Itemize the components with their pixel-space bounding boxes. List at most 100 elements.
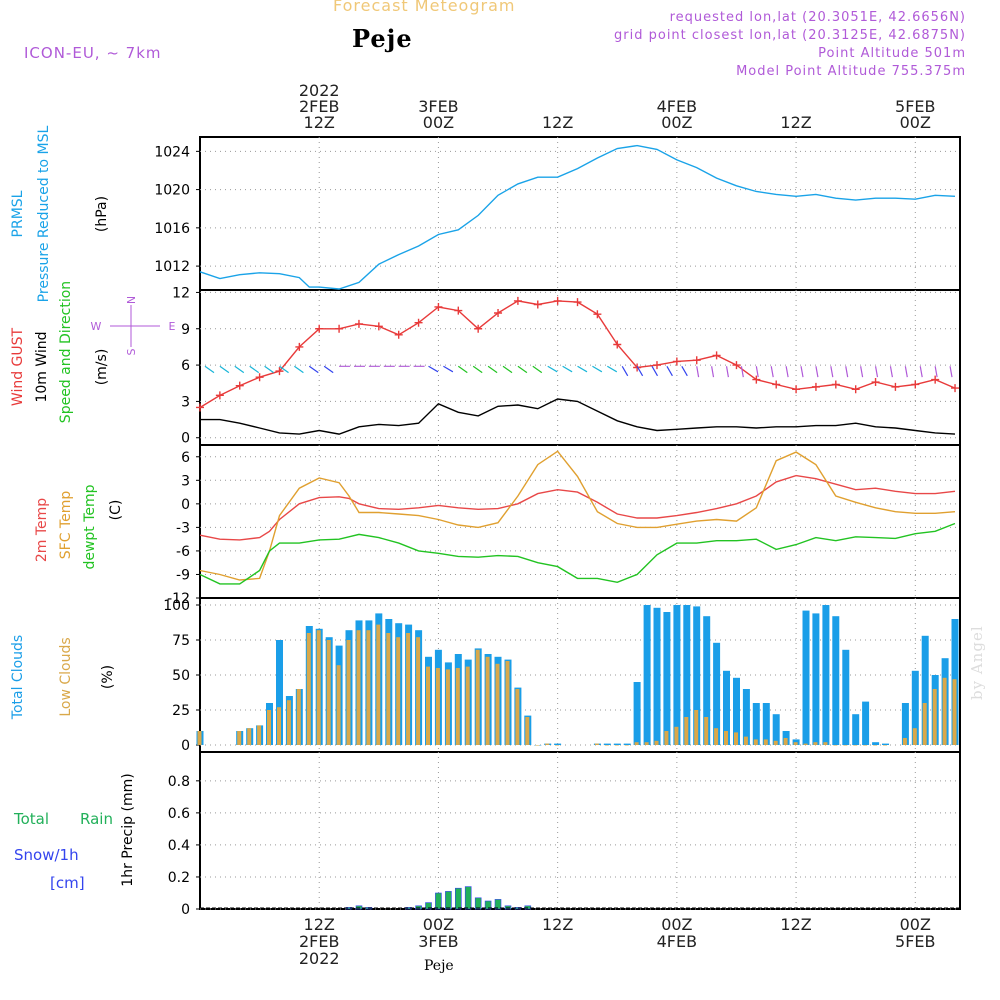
wind-gust-point [891,382,900,391]
low-cloud-bar [942,677,947,745]
low-cloud-bar [674,726,679,745]
total-cloud-bar [703,616,711,745]
total-cloud-bar [683,605,691,745]
total-cloud-bar [663,612,671,745]
temp-ytick-label: 0 [181,497,190,513]
model-name: ICON-EU, ~ 7km [24,44,162,62]
total-cloud-bar [832,616,840,745]
total-cloud-bar [842,649,850,745]
temp-ytick-label: -9 [176,567,190,583]
wind-gust-point [513,296,522,305]
wind-direction-arrow [264,365,274,374]
wind-direction-arrow [874,366,879,378]
precip-bar [454,887,462,910]
low-cloud-bar [336,665,341,745]
wind-direction-arrow [770,366,774,378]
wind-gust-point [851,385,860,394]
precip-rain-label: Rain [80,810,113,828]
total-cloud-bar [603,743,611,745]
total-cloud-bar [733,677,740,745]
pressure-ytick-label: 1016 [154,221,190,237]
wind-direction-arrow [949,366,953,378]
low-cloud-bar [247,728,252,745]
low-cloud-bar [714,728,719,745]
wind-gust-point [871,378,880,387]
low-cloud-bar [267,710,271,745]
wind-gust-point [732,361,741,370]
precip-bar [415,905,422,910]
model-altitude: Model Point Altitude 755.375m [736,64,966,79]
wind-ytick-label: 3 [181,394,190,410]
total-cloud-bar [653,607,661,745]
low-cloud-bar [684,717,689,745]
low-cloud-bar [356,630,361,745]
low-cloud-bar [753,739,758,745]
low-cloud-bar [763,739,768,745]
low-cloud-bar [833,745,838,746]
total-cloud-bar [852,714,860,745]
low-cloud-bar [445,669,450,745]
wind-direction-arrow [487,365,498,374]
wind-direction-arrow [636,365,644,377]
requested-location: requested lon,lat (20.3051E, 42.6656N) [669,10,966,25]
low-cloud-bar [853,745,858,746]
compass-east: E [169,320,176,333]
wind-direction-arrow [249,365,260,374]
wind-direction-arrow [800,366,804,378]
total-cloud-bar [872,742,880,745]
low-cloud-bar [386,633,391,745]
bottom-time-label: 5FEB [895,932,935,951]
bottom-time-label: 12Z [304,915,335,934]
precip-bar [484,900,492,910]
station-name: Peje [352,24,413,53]
low-cloud-bar [644,742,649,745]
clouds-unit-label: (%) [100,665,116,689]
wind-gust-point [454,306,463,315]
low-cloud-bar [515,689,520,745]
precip-bar [425,902,432,910]
total-cloud-bar [713,642,721,745]
low-cloud-bar [952,679,957,745]
low-cloud-bar [594,743,599,745]
bottom-time-label: 12Z [542,915,573,934]
wind-direction-arrow [934,366,938,378]
total-cloud-bar [276,640,283,745]
total-cloud-bar [673,605,681,745]
wind-gust-label: Wind GUST [10,327,26,406]
clouds-ytick-label: 100 [163,598,190,614]
low-cloud-bar [922,703,927,745]
bottom-time-label: 00Z [900,915,931,934]
wind-gust-point [255,373,264,382]
top-time-label: 3FEB [418,97,458,116]
precip-bar [355,905,363,910]
precip-snow-label: Snow/1h [14,846,79,864]
pressure-ytick-label: 1024 [154,144,190,160]
wind-direction-arrow [502,365,513,374]
total-cloud-bar [762,703,770,745]
temp-ytick-label: -6 [176,544,190,560]
point-altitude: Point Altitude 501m [818,46,966,61]
pressure-label: PRMSL [10,190,26,237]
low-cloud-bar [912,728,917,745]
precip-total-label: Total [13,810,49,828]
low-cloud-bar [724,731,728,745]
low-cloud-bar [306,633,311,745]
wind-ytick-label: 9 [181,322,190,338]
top-time-label: 4FEB [657,97,697,116]
pressure-unit-label: (hPa) [94,196,110,232]
wind-gust-point [573,298,582,307]
wind-gust-point [474,324,483,333]
precip-bar [494,899,502,910]
total-cloud-bar [623,743,631,745]
wind-direction-arrow [740,366,744,378]
wind-direction-arrow [472,365,483,374]
total-cloud-bar [693,606,701,745]
temp-2m-line [199,474,956,541]
total-cloud-bar [901,703,909,745]
precip-axis-label: 1hr Precip (mm) [120,773,136,886]
top-time-label: 00Z [900,113,931,132]
precip-bar [445,891,452,910]
wind-direction-arrow [904,366,908,378]
temp-sfc-label: SFC Temp [58,491,74,560]
wind-unit-label: (m/s) [94,349,110,386]
